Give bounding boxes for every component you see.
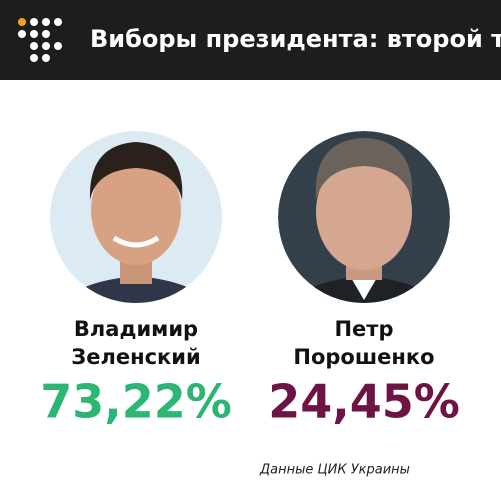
- title: Виборы президента: второй тур: [90, 25, 501, 53]
- source-note: Данные ЦИК Украины: [259, 463, 410, 478]
- candidate-name: Владимир: [74, 317, 198, 341]
- candidate-result: 24,45%: [268, 375, 460, 429]
- photo: [50, 131, 222, 303]
- photo: [278, 131, 450, 303]
- candidate-result: 73,22%: [40, 375, 232, 429]
- header-bar: [0, 0, 501, 80]
- candidate-name: Зеленский: [71, 345, 200, 369]
- logo: [18, 18, 62, 62]
- candidate-name: Порошенко: [293, 345, 434, 369]
- candidate-name: Петр: [334, 317, 393, 341]
